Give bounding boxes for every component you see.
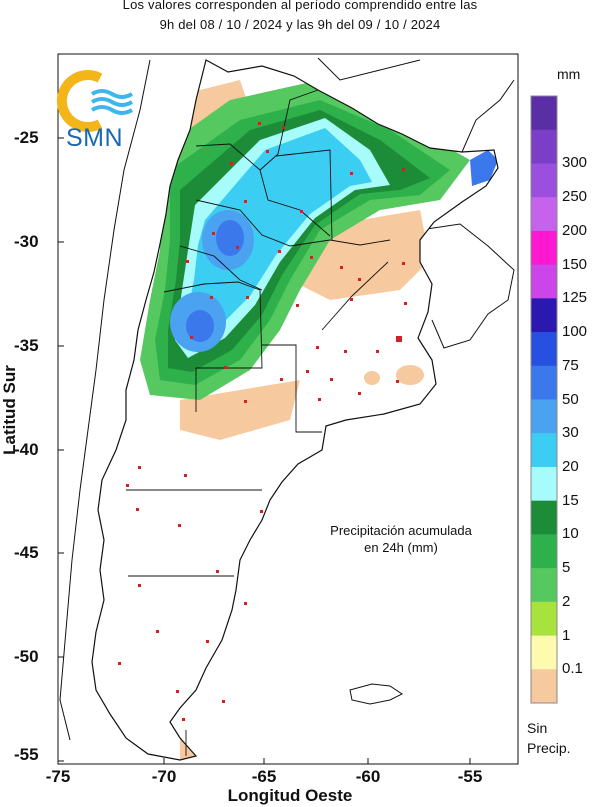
- legend-colorbar: [530, 95, 558, 704]
- map-inset-caption: Precipitación acumulada en 24h (mm): [306, 522, 496, 556]
- legend-level-label: 15: [562, 491, 579, 509]
- legend-level-label: 1: [562, 626, 571, 644]
- xtick-label: -55: [457, 767, 483, 786]
- chile-coast-outline: [59, 59, 151, 741]
- smn-logo-text: SMN: [66, 124, 124, 152]
- legend-level-label: 200: [562, 221, 588, 239]
- axis-ticks: [57, 137, 471, 764]
- xtick-label: -75: [45, 767, 71, 786]
- legend-swatch: [531, 264, 557, 299]
- legend-swatch: [531, 635, 557, 670]
- province-borders: [126, 89, 391, 756]
- header-line-1: Los valores corresponden al período comp…: [122, 0, 478, 12]
- legend-swatch: [531, 669, 557, 704]
- legend-level-label: 150: [562, 255, 588, 273]
- legend-swatch: [531, 500, 557, 535]
- legend-level-label: 10: [562, 525, 579, 543]
- ytick-label: -50: [14, 647, 39, 666]
- legend-level-label: 2: [562, 592, 571, 610]
- legend-no-precip-label-2: Precip.: [527, 740, 571, 756]
- legend-swatch: [531, 365, 557, 400]
- legend-swatch: [531, 466, 557, 502]
- xtick-label: -65: [251, 767, 277, 786]
- legend-swatch: [531, 197, 557, 232]
- legend-swatch: [531, 298, 557, 333]
- uruguay-brazil-outline: [419, 223, 515, 349]
- malvinas-islands: [349, 683, 403, 705]
- y-axis-label: Latitud Sur: [0, 365, 19, 455]
- legend-swatch: [531, 399, 557, 434]
- legend-swatch: [531, 433, 557, 468]
- legend-frame: [530, 95, 558, 704]
- xtick-label: -70: [151, 767, 177, 786]
- legend-level-label: 125: [562, 289, 588, 307]
- brazil-outline: [461, 79, 515, 153]
- ytick-label: -55: [14, 745, 39, 764]
- legend-swatch: [531, 332, 557, 367]
- legend-level-label: 20: [562, 457, 579, 475]
- legend-swatch: [531, 601, 557, 637]
- ytick-label: -25: [14, 128, 39, 147]
- bolivia-outline: [317, 57, 421, 81]
- header-line-2: 9h del 08 / 10 / 2024 y las 9h del 09 / …: [159, 17, 441, 32]
- inset-line-1: Precipitación acumulada: [330, 523, 472, 538]
- ytick-label: -30: [14, 232, 39, 251]
- ytick-label: -40: [14, 440, 39, 459]
- legend-swatch: [531, 230, 557, 266]
- xtick-label: -60: [355, 767, 381, 786]
- legend-unit: mm: [557, 66, 581, 82]
- legend-level-label: 5: [562, 559, 571, 577]
- ytick-label: -45: [14, 543, 39, 562]
- legend-swatch: [531, 568, 557, 603]
- inset-line-2: en 24h (mm): [364, 540, 438, 555]
- x-axis-label: Longitud Oeste: [227, 786, 353, 805]
- legend-level-label: 0.1: [562, 660, 583, 678]
- legend-level-label: 30: [562, 424, 579, 442]
- smn-logo: [56, 70, 134, 132]
- legend-level-label: 50: [562, 390, 579, 408]
- legend-swatch: [531, 163, 557, 198]
- legend-level-label: 100: [562, 323, 588, 341]
- argentina-outline: [91, 59, 499, 761]
- legend-level-label: 300: [562, 154, 588, 172]
- legend-swatch: [531, 96, 557, 131]
- station-markers: [118, 122, 407, 721]
- legend-swatch: [531, 534, 557, 569]
- ytick-label: -35: [14, 336, 39, 355]
- legend-no-precip-label-1: Sin: [527, 720, 548, 736]
- legend-level-label: 250: [562, 188, 588, 206]
- legend-swatch: [531, 129, 557, 164]
- legend-level-label: 75: [562, 356, 579, 374]
